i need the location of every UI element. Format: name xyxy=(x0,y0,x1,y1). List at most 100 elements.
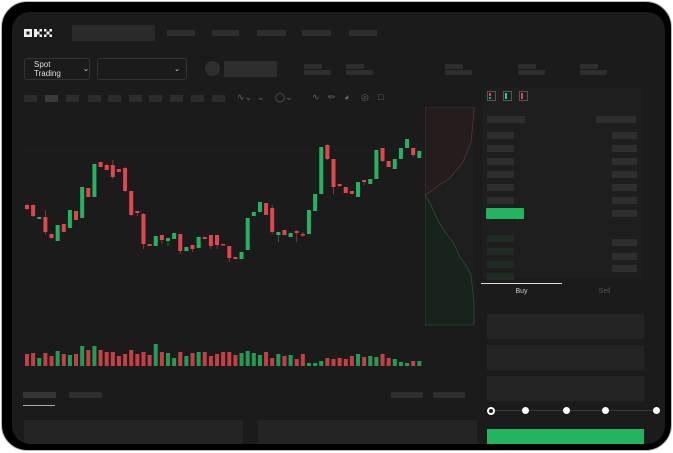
candle-body xyxy=(288,233,293,237)
amount-input[interactable] xyxy=(487,345,644,370)
price-input[interactable] xyxy=(487,314,644,339)
volume-bar xyxy=(172,358,177,366)
candle-body xyxy=(276,232,281,235)
volume-bar xyxy=(233,355,238,366)
coin-icon xyxy=(205,61,220,76)
volume-bar xyxy=(264,352,269,366)
column-header xyxy=(487,116,525,123)
nav-item[interactable] xyxy=(302,30,331,36)
volume-bar xyxy=(49,356,54,366)
order-book-row[interactable] xyxy=(487,184,514,191)
order-book-row[interactable] xyxy=(612,253,637,260)
volume-bar xyxy=(190,353,195,366)
order-book-row[interactable] xyxy=(612,132,637,139)
pencil-icon[interactable]: ✏ xyxy=(328,92,336,102)
okx-logo[interactable] xyxy=(24,26,53,38)
spot-trading-selector[interactable]: Spot Trading ⌄ xyxy=(24,58,90,80)
order-book-row[interactable] xyxy=(612,158,637,165)
volume-bar xyxy=(306,363,311,366)
leverage-slider-track[interactable] xyxy=(491,410,659,411)
volume-bar xyxy=(282,356,287,366)
order-book-row[interactable] xyxy=(612,145,637,152)
volume-bar xyxy=(349,356,354,366)
volume-bar xyxy=(362,357,367,366)
indicator-dropdown[interactable]: ∿⌄ xyxy=(237,92,253,102)
candle-body xyxy=(325,145,330,159)
chart-type-dropdown[interactable]: ⌄ xyxy=(257,92,265,102)
open-orders-tab[interactable] xyxy=(23,392,56,398)
order-book-row[interactable] xyxy=(487,158,514,165)
volume-bar xyxy=(227,352,232,366)
order-book-row[interactable] xyxy=(612,184,637,191)
filter-button[interactable] xyxy=(391,392,423,398)
order-book-row[interactable] xyxy=(487,145,514,152)
candle-body xyxy=(398,148,403,159)
filter-button[interactable] xyxy=(433,392,465,398)
candle-body xyxy=(196,237,201,248)
tab-sell[interactable]: Sell xyxy=(598,288,611,295)
interval-button[interactable] xyxy=(108,95,121,102)
depth-chart xyxy=(425,107,475,326)
gauge-icon[interactable]: ◕ xyxy=(344,92,350,102)
nav-item[interactable] xyxy=(257,30,286,36)
pair-selector[interactable]: ⌄ xyxy=(97,58,187,80)
order-book-row[interactable] xyxy=(487,171,514,178)
slider-stop[interactable] xyxy=(653,407,660,414)
volume-bar xyxy=(184,356,189,366)
interval-button[interactable] xyxy=(191,95,204,102)
volume-bar xyxy=(43,353,48,366)
order-book-row[interactable] xyxy=(612,171,637,178)
order-book-row[interactable] xyxy=(487,132,514,139)
interval-button[interactable] xyxy=(45,95,58,102)
order-book-row[interactable] xyxy=(487,197,514,204)
interval-button[interactable] xyxy=(149,95,162,102)
volume-bar xyxy=(104,352,109,366)
search-bar[interactable] xyxy=(72,25,155,41)
interval-button[interactable] xyxy=(170,95,183,102)
order-history-tab[interactable] xyxy=(69,392,102,398)
total-input[interactable] xyxy=(487,376,644,401)
volume-bar xyxy=(392,359,397,366)
interval-button[interactable] xyxy=(24,95,37,102)
slider-stop[interactable] xyxy=(563,407,570,414)
stat-value xyxy=(304,70,331,75)
target-icon[interactable]: ◎ xyxy=(361,92,369,102)
buy-button[interactable] xyxy=(487,429,644,444)
chevron-down-icon: ⌄ xyxy=(174,66,180,73)
slider-stop[interactable] xyxy=(602,407,609,414)
line-icon[interactable]: ∿ xyxy=(312,92,320,102)
candle-body xyxy=(25,205,29,209)
asks-icon[interactable] xyxy=(519,91,528,101)
slider-stop[interactable] xyxy=(522,407,529,414)
nav-item[interactable] xyxy=(167,30,195,36)
order-book-row[interactable] xyxy=(612,210,637,217)
interval-button[interactable] xyxy=(66,95,79,102)
slider-handle[interactable] xyxy=(487,407,495,415)
candle-body xyxy=(349,191,354,194)
interval-button[interactable] xyxy=(88,95,101,102)
interval-button[interactable] xyxy=(129,95,142,102)
fullscreen-icon[interactable]: □ xyxy=(378,92,384,102)
volume-bar xyxy=(325,358,330,366)
order-book-row[interactable] xyxy=(612,197,637,204)
bids-icon[interactable] xyxy=(503,91,512,101)
order-book-row[interactable] xyxy=(487,248,514,255)
order-book-row[interactable] xyxy=(612,239,637,246)
volume-bar xyxy=(159,352,164,366)
chevron-down-icon: ⌄ xyxy=(83,66,89,73)
settings-dropdown[interactable]: ◯⌄ xyxy=(275,92,293,102)
interval-button[interactable] xyxy=(212,95,225,102)
candle-body xyxy=(43,217,48,232)
nav-item[interactable] xyxy=(349,30,377,36)
order-book-row[interactable] xyxy=(487,261,514,268)
volume-bar xyxy=(92,346,97,366)
order-book-row[interactable] xyxy=(487,273,514,280)
candle-body xyxy=(37,217,42,219)
volume-bar xyxy=(288,355,293,366)
nav-item[interactable] xyxy=(212,30,239,36)
order-book-row[interactable] xyxy=(612,265,637,272)
tab-buy[interactable]: Buy xyxy=(515,288,528,295)
candlestick-chart[interactable] xyxy=(12,12,432,382)
order-book-row[interactable] xyxy=(487,235,514,242)
both-sides-icon[interactable] xyxy=(487,91,496,101)
